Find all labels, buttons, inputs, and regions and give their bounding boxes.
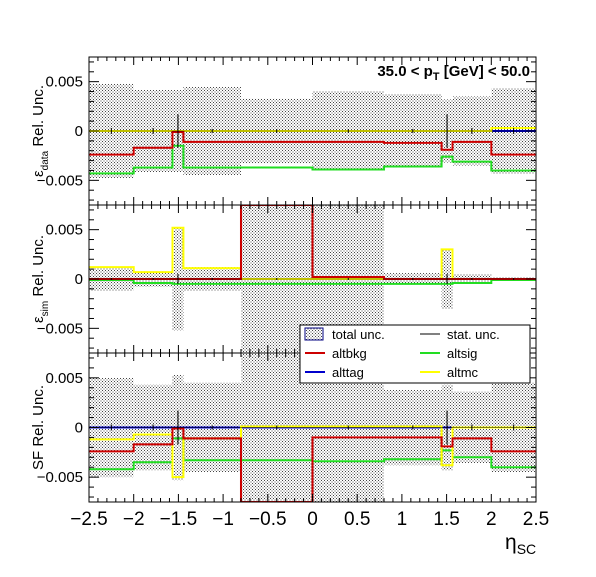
x-tick-label: 1 [397, 509, 408, 530]
panel-plot-area [89, 353, 536, 502]
panel-plot-area [89, 83, 536, 179]
x-axis-label-sub: SC [517, 541, 536, 557]
y-axis-label-rest: Rel. Unc. [30, 385, 47, 451]
x-axis-label-main: η [505, 531, 517, 554]
y-axis-label-sub: data [40, 150, 51, 170]
legend-label-total: total unc. [332, 327, 385, 342]
chart-title: 35.0 < pT [GeV] < 50.0 [377, 63, 530, 83]
x-tick-label: −0.5 [249, 509, 287, 530]
y-axis-label-main: ε [30, 316, 47, 323]
y-axis-label-rest: Rel. Unc. [30, 85, 47, 151]
y-axis-label-main: ε [30, 170, 47, 177]
y-tick-label: 0.005 [45, 370, 83, 387]
y-tick-label: −0.005 [37, 469, 83, 486]
y-axis-label-rest: Rel. Unc. [30, 235, 47, 301]
x-axis-label: ηSC [505, 531, 536, 557]
series-line-altbkg [89, 427, 536, 502]
x-tick-label: 2.5 [523, 509, 549, 530]
legend-box [299, 324, 531, 384]
x-tick-label: −2 [123, 509, 145, 530]
y-tick-label: 0.005 [45, 222, 83, 239]
x-tick-label: 1.5 [433, 509, 459, 530]
legend-label-altsig: altsig [447, 346, 477, 361]
y-tick-label: 0 [75, 420, 83, 437]
y-axis-label-main: SF [30, 451, 47, 470]
y-axis-label-sub: sim [40, 301, 51, 317]
x-tick-label: 2 [486, 509, 497, 530]
legend-label-altmc: altmc [447, 365, 479, 380]
y-axis-label: εdata Rel. Unc. [30, 85, 51, 177]
x-tick-label: −1 [212, 509, 234, 530]
y-tick-label: −0.005 [37, 172, 83, 189]
x-tick-label: 0.5 [344, 509, 370, 530]
series-line-altmc [89, 425, 536, 479]
y-tick-label: 0.005 [45, 74, 83, 91]
x-tick-label: 0 [307, 509, 318, 530]
x-tick-label: −1.5 [160, 509, 198, 530]
chart-title-post: [GeV] < 50.0 [440, 63, 530, 80]
y-tick-label: 0 [75, 271, 83, 288]
y-tick-label: 0 [75, 123, 83, 140]
series-line-altbkg [89, 205, 536, 280]
y-axis-label: SF Rel. Unc. [30, 385, 47, 470]
x-tick-label: −2.5 [70, 509, 108, 530]
series-line-altbkg [89, 130, 536, 156]
chart-title-pre: 35.0 < p [377, 63, 432, 80]
y-axis-label: εsim Rel. Unc. [30, 235, 51, 323]
chart-title-sub: T [433, 71, 440, 83]
legend-label-stat: stat. unc. [447, 327, 500, 342]
legend-swatch-total [304, 327, 324, 341]
y-tick-label: −0.005 [37, 320, 83, 337]
series-line-altsig [89, 278, 536, 285]
legend-label-alttag: alttag [332, 365, 364, 380]
series-line-altsig [89, 144, 536, 175]
legend-label-altbkg: altbkg [332, 346, 367, 361]
